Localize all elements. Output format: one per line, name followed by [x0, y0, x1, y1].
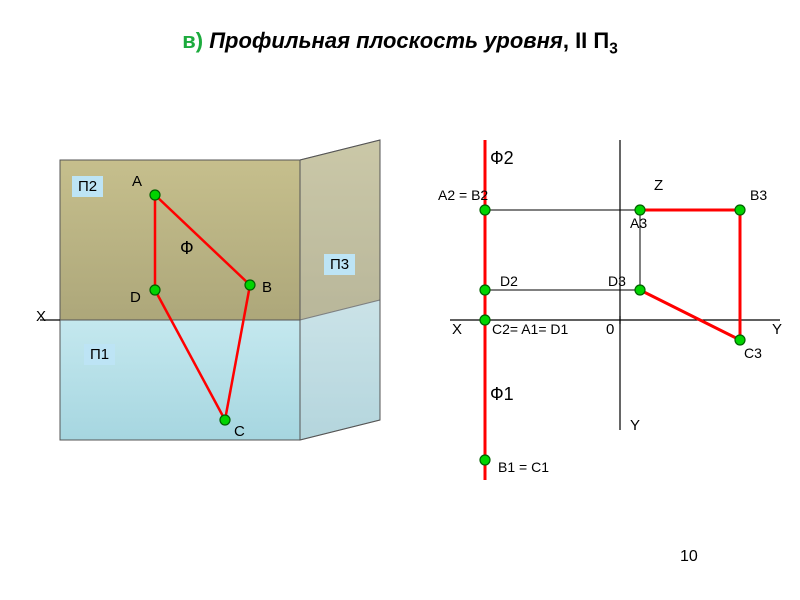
epure-point-D2	[480, 285, 490, 295]
epure-point-label-A3: A3	[630, 215, 647, 231]
axis-label-Yd: Y	[630, 417, 640, 434]
epure-point-B3	[735, 205, 745, 215]
epure-point-A3	[635, 205, 645, 215]
epure-point-B1C1	[480, 455, 490, 465]
epure-point-label-A2B2: A2 = B2	[438, 187, 488, 203]
axis-label-x-left: X	[36, 308, 46, 325]
epure-point-label-C2A1D1: C2= A1= D1	[492, 321, 568, 337]
axis-label-Z: Z	[654, 177, 663, 194]
epure-point-C2A1D1	[480, 315, 490, 325]
axis-label-Yr: Y	[772, 321, 782, 338]
plane-label-p1: П1	[84, 344, 115, 365]
epure-drawing: A2 = B2 D2 C2= A1= D1 B1 = C1 A3 B3 D3 C3 Z X Y Y 0 Ф…	[0, 0, 800, 600]
epure-point-label-C3: C3	[744, 345, 762, 361]
epure-point-C3	[735, 335, 745, 345]
phi-label-F2: Ф2	[490, 148, 514, 168]
axis-label-X: X	[452, 321, 462, 338]
epure-point-label-B1C1: B1 = C1	[498, 459, 549, 475]
epure-point-label-D3: D3	[608, 273, 626, 289]
epure-red-edge	[640, 290, 740, 340]
epure-point-label-D2: D2	[500, 273, 518, 289]
plane-label-p2: П2	[72, 176, 103, 197]
page-number: 10	[680, 548, 698, 566]
phi-label: Ф	[180, 238, 194, 259]
epure-point-label-B3: B3	[750, 187, 767, 203]
epure-point-A2B2	[480, 205, 490, 215]
plane-label-p3: П3	[324, 254, 355, 275]
epure-point-D3	[635, 285, 645, 295]
axis-label-O: 0	[606, 321, 614, 338]
phi-label-F1: Ф1	[490, 384, 514, 404]
